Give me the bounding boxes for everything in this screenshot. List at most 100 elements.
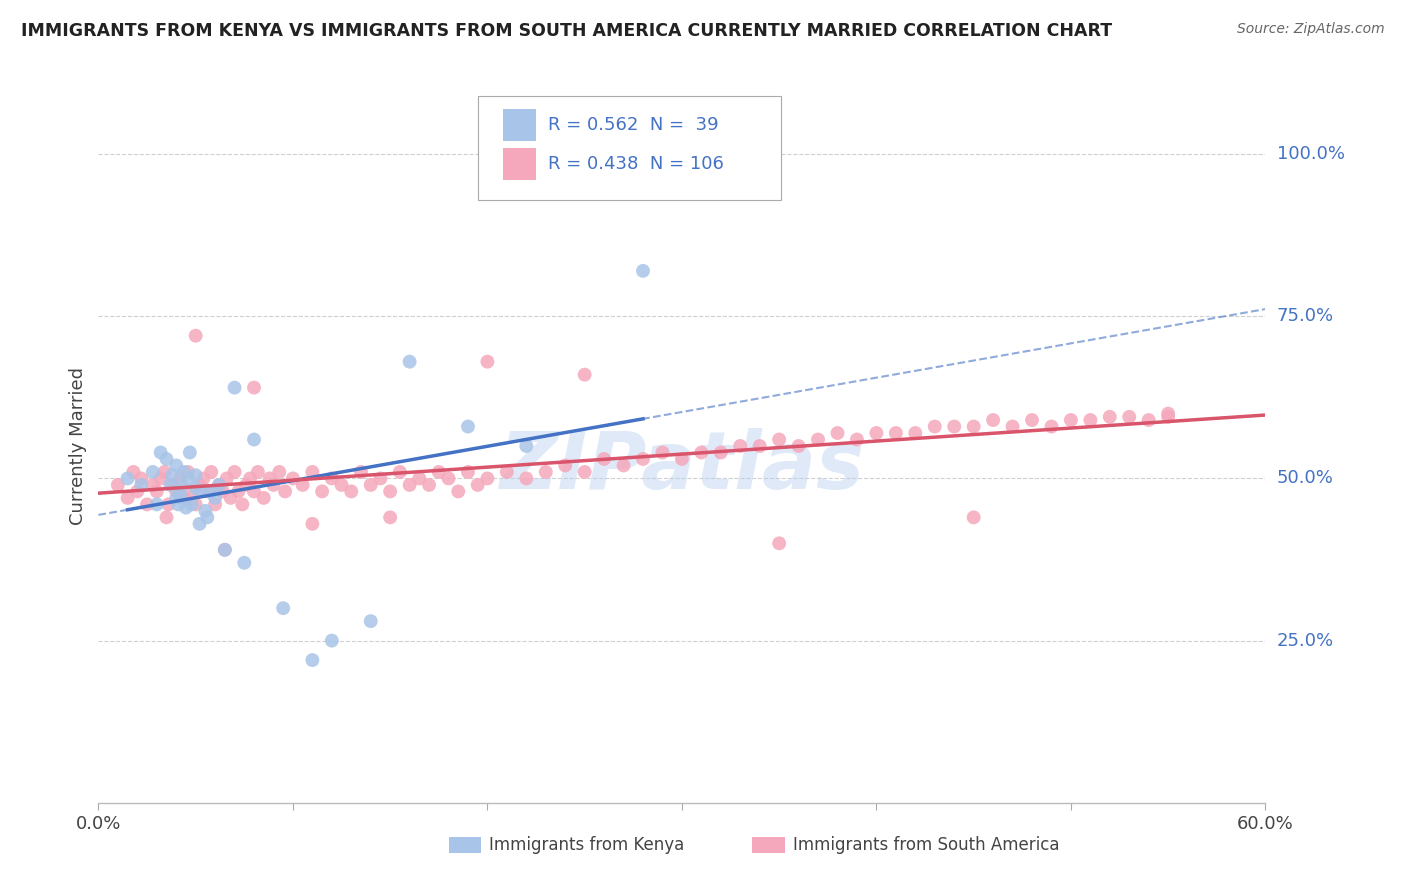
Point bbox=[243, 484, 266, 499]
Point bbox=[1157, 409, 1180, 424]
Point bbox=[418, 478, 440, 492]
Point bbox=[146, 484, 169, 499]
Point bbox=[962, 510, 984, 524]
Point bbox=[167, 497, 190, 511]
Point bbox=[169, 488, 191, 502]
Point bbox=[188, 516, 211, 531]
Point bbox=[1118, 409, 1140, 424]
Point bbox=[127, 484, 149, 499]
Point bbox=[200, 484, 222, 499]
Point bbox=[165, 458, 187, 473]
Point bbox=[212, 484, 235, 499]
Point bbox=[593, 452, 616, 467]
Point bbox=[107, 478, 129, 492]
Point bbox=[1060, 413, 1083, 427]
Point bbox=[142, 478, 165, 492]
Point bbox=[768, 536, 790, 550]
Point bbox=[311, 484, 333, 499]
Point bbox=[177, 465, 200, 479]
Point bbox=[170, 478, 193, 492]
Point bbox=[155, 452, 177, 467]
Point bbox=[457, 419, 479, 434]
Text: R = 0.438  N = 106: R = 0.438 N = 106 bbox=[548, 155, 724, 173]
Point bbox=[259, 471, 281, 485]
Point bbox=[962, 419, 984, 434]
Point bbox=[370, 471, 392, 485]
Point bbox=[219, 491, 242, 505]
Point bbox=[129, 471, 152, 485]
Point bbox=[340, 484, 363, 499]
Point bbox=[169, 471, 191, 485]
Point bbox=[146, 497, 169, 511]
Point bbox=[188, 478, 211, 492]
Point bbox=[1098, 409, 1121, 424]
Point bbox=[243, 381, 266, 395]
Point bbox=[884, 425, 907, 440]
Bar bbox=[503, 148, 536, 180]
Point bbox=[274, 484, 297, 499]
Point bbox=[117, 491, 139, 505]
Point bbox=[710, 445, 733, 459]
Text: 25.0%: 25.0% bbox=[1277, 632, 1334, 649]
Point bbox=[981, 413, 1004, 427]
Point bbox=[467, 478, 489, 492]
Point bbox=[184, 328, 207, 343]
Bar bbox=[503, 109, 536, 141]
Point bbox=[117, 471, 139, 485]
Point bbox=[149, 471, 172, 485]
Text: IMMIGRANTS FROM KENYA VS IMMIGRANTS FROM SOUTH AMERICA CURRENTLY MARRIED CORRELA: IMMIGRANTS FROM KENYA VS IMMIGRANTS FROM… bbox=[21, 22, 1112, 40]
Point bbox=[208, 478, 231, 492]
Point bbox=[173, 491, 195, 505]
Text: R = 0.562  N =  39: R = 0.562 N = 39 bbox=[548, 116, 718, 134]
Point bbox=[165, 484, 187, 499]
Point bbox=[184, 497, 207, 511]
Point bbox=[398, 478, 420, 492]
Point bbox=[321, 471, 343, 485]
Point bbox=[271, 601, 294, 615]
Point bbox=[204, 497, 226, 511]
Point bbox=[846, 433, 869, 447]
Point bbox=[174, 500, 197, 515]
Text: ZIPatlas: ZIPatlas bbox=[499, 428, 865, 507]
Point bbox=[787, 439, 810, 453]
Point bbox=[768, 433, 790, 447]
Point bbox=[239, 471, 262, 485]
Point bbox=[157, 497, 180, 511]
Point bbox=[827, 425, 849, 440]
Point bbox=[690, 445, 713, 459]
Point bbox=[651, 445, 673, 459]
Point bbox=[301, 653, 323, 667]
Point bbox=[1157, 407, 1180, 421]
Text: Source: ZipAtlas.com: Source: ZipAtlas.com bbox=[1237, 22, 1385, 37]
Point bbox=[807, 433, 830, 447]
Point bbox=[136, 497, 159, 511]
Point bbox=[515, 439, 537, 453]
Point bbox=[214, 542, 236, 557]
Point bbox=[291, 478, 314, 492]
Bar bbox=[449, 838, 481, 853]
Text: 50.0%: 50.0% bbox=[1277, 469, 1333, 487]
Point bbox=[321, 633, 343, 648]
Point bbox=[671, 452, 693, 467]
Point bbox=[1021, 413, 1043, 427]
Point bbox=[554, 458, 576, 473]
Point bbox=[184, 468, 207, 483]
Point bbox=[943, 419, 966, 434]
Point bbox=[631, 452, 654, 467]
Point bbox=[200, 465, 222, 479]
Point bbox=[748, 439, 770, 453]
Point bbox=[129, 478, 152, 492]
Point bbox=[235, 478, 257, 492]
Point bbox=[190, 484, 212, 499]
Point bbox=[184, 481, 207, 495]
Point bbox=[1001, 419, 1024, 434]
Point bbox=[162, 478, 184, 492]
Point bbox=[360, 614, 382, 628]
Point bbox=[214, 542, 236, 557]
Point bbox=[301, 465, 323, 479]
Point bbox=[730, 439, 752, 453]
Point bbox=[195, 484, 218, 499]
Point bbox=[165, 491, 187, 505]
Point bbox=[204, 491, 226, 505]
Point bbox=[122, 465, 145, 479]
